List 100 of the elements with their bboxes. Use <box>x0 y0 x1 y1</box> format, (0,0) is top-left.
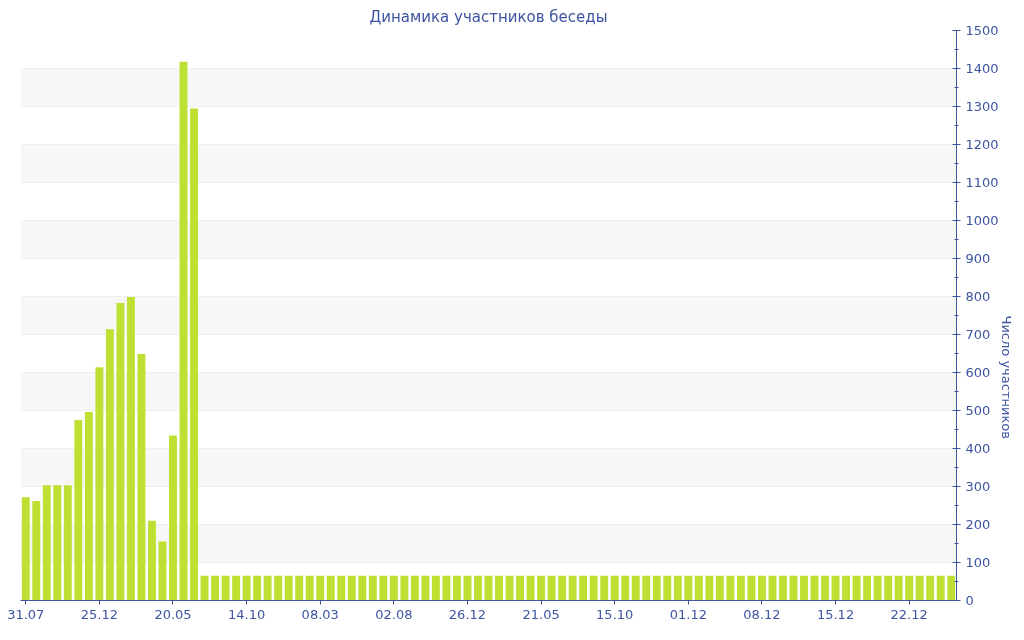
bar <box>421 575 430 601</box>
x-tick-label: 22.12 <box>890 606 928 622</box>
bar <box>610 575 619 601</box>
bar <box>631 575 640 601</box>
bar <box>337 575 346 601</box>
bar <box>663 575 672 601</box>
bar <box>821 575 829 601</box>
bar <box>526 575 535 601</box>
bar <box>621 575 630 601</box>
y-tick-label: 900 <box>965 251 991 266</box>
bar <box>642 575 651 601</box>
bar <box>831 575 840 601</box>
bar <box>116 302 125 601</box>
bar <box>684 575 693 601</box>
x-tick-label: 15.10 <box>596 606 634 622</box>
y-tick-label: 1200 <box>965 137 999 152</box>
bar <box>926 575 935 601</box>
bar <box>652 575 661 601</box>
bar <box>274 575 283 601</box>
x-tick-label: 14.10 <box>228 606 266 622</box>
bar <box>316 575 325 601</box>
bar <box>148 520 156 601</box>
bar <box>495 575 503 601</box>
bar <box>558 575 567 601</box>
x-tick-label: 08.12 <box>743 606 781 622</box>
y-tick-label: 300 <box>965 479 991 494</box>
bar <box>453 575 461 601</box>
y-tick-label: 500 <box>965 403 991 418</box>
y-tick-label: 1100 <box>965 175 999 190</box>
bar <box>253 575 262 601</box>
bar <box>53 485 62 601</box>
y-tick-label: 1300 <box>965 99 999 114</box>
bar <box>715 575 724 601</box>
bar <box>589 575 598 601</box>
bar <box>894 575 903 601</box>
bar <box>295 575 304 601</box>
x-tick-label: 31.07 <box>7 606 45 622</box>
bar <box>431 575 440 601</box>
y-tick-label: 1500 <box>965 23 999 38</box>
bar <box>779 575 787 601</box>
bar <box>221 575 230 601</box>
bar <box>242 575 251 601</box>
bar <box>863 575 872 601</box>
bar <box>232 575 241 601</box>
bar <box>747 575 756 601</box>
bar <box>547 575 556 601</box>
bar <box>347 575 356 601</box>
bar <box>757 575 766 601</box>
bar <box>326 575 335 601</box>
bar <box>673 575 682 601</box>
y-tick-label: 800 <box>965 289 991 304</box>
bar <box>126 296 135 601</box>
bar <box>63 485 72 601</box>
bar <box>358 575 367 601</box>
bar <box>74 420 83 601</box>
bar <box>936 575 945 601</box>
bar <box>190 108 198 601</box>
bar <box>947 575 956 601</box>
bar <box>211 575 220 601</box>
bar <box>705 575 714 601</box>
x-tick-label: 20.05 <box>154 606 192 622</box>
bar <box>368 575 377 601</box>
y-tick-label: 200 <box>965 517 991 532</box>
bar <box>305 575 314 601</box>
bar <box>905 575 914 601</box>
x-tick-label: 02.08 <box>375 606 413 622</box>
x-tick-label: 01.12 <box>669 606 707 622</box>
bar <box>95 367 104 601</box>
bar <box>537 575 546 601</box>
bar <box>263 575 272 601</box>
bar <box>915 575 924 601</box>
bar <box>169 435 177 601</box>
bar <box>389 575 398 601</box>
bar <box>410 575 419 601</box>
bar <box>379 575 388 601</box>
y-tick-label: 600 <box>965 365 991 380</box>
bar <box>21 497 30 601</box>
bar <box>32 500 41 601</box>
bar <box>800 575 808 601</box>
x-tick-label: 25.12 <box>80 606 118 622</box>
bar <box>516 575 524 601</box>
bar <box>726 575 735 601</box>
bar <box>84 412 93 601</box>
chart-title: Динамика участников беседы <box>369 7 608 26</box>
bar <box>842 575 851 601</box>
x-tick-label: 26.12 <box>448 606 487 622</box>
y-tick-label: 100 <box>965 555 991 570</box>
bar <box>736 575 745 601</box>
bar <box>42 485 51 601</box>
x-tick-label: 15.12 <box>816 606 855 622</box>
y-tick-label: 1400 <box>965 61 999 76</box>
y-axis-title: Число участников <box>999 315 1015 439</box>
y-tick-label: 1000 <box>965 213 999 228</box>
bar <box>400 575 409 601</box>
bar <box>884 575 893 601</box>
bar <box>694 575 703 601</box>
bar <box>568 575 577 601</box>
bar <box>284 575 293 601</box>
y-tick-label: 400 <box>965 441 991 456</box>
bar <box>442 575 451 601</box>
